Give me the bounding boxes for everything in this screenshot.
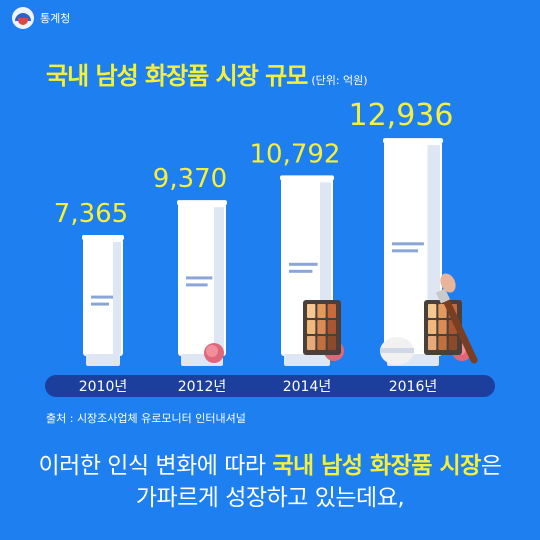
logo: 통계청 bbox=[12, 7, 70, 29]
bottom-caption: 이러한 인식 변화에 따라 국내 남성 화장품 시장은 가파르게 성장하고 있는… bbox=[0, 450, 540, 514]
logo-text: 통계청 bbox=[40, 12, 71, 25]
caption-line-1: 이러한 인식 변화에 따라 국내 남성 화장품 시장은 bbox=[0, 450, 540, 482]
tube-stripe bbox=[392, 242, 424, 246]
caption-line-2: 가파르게 성장하고 있는데요, bbox=[135, 485, 405, 511]
tube-stripe bbox=[289, 269, 313, 273]
caption-text-end: 은 bbox=[480, 453, 502, 479]
tube-shade bbox=[320, 182, 331, 354]
eyeshadow-palette-icon bbox=[303, 300, 341, 355]
tube-crimp bbox=[383, 138, 443, 144]
tube-bar bbox=[82, 234, 124, 366]
category-label: 2010년 bbox=[79, 379, 128, 395]
tube-stripe bbox=[91, 295, 113, 299]
category-label: 2014년 bbox=[283, 379, 332, 395]
tube-stripe bbox=[289, 262, 318, 266]
tube-bar bbox=[177, 200, 227, 366]
makeup-brush-icon bbox=[435, 273, 478, 364]
chart-unit: (단위: 억원) bbox=[311, 74, 368, 87]
tube-stripe bbox=[392, 249, 419, 253]
government-emblem-icon bbox=[12, 7, 34, 29]
caption-text: 이러한 인식 변화에 따라 bbox=[38, 453, 273, 479]
tube-stripe bbox=[186, 276, 213, 280]
tube-stripe bbox=[91, 302, 109, 306]
tube-shade bbox=[214, 207, 224, 354]
tube-cap bbox=[86, 354, 120, 366]
chart-title: 국내 남성 화장품 시장 규모 (단위: 억원) bbox=[46, 56, 368, 91]
source-note: 출처 : 시장조사업체 유로모니터 인터내셔널 bbox=[46, 412, 246, 425]
value-label: 7,365 bbox=[54, 199, 128, 229]
tube-crimp bbox=[177, 200, 227, 206]
tube-crimp bbox=[280, 175, 334, 181]
tube-crimp bbox=[82, 234, 124, 240]
value-label: 10,792 bbox=[250, 139, 341, 169]
compact-powder-icon bbox=[204, 343, 224, 363]
tube-stripe bbox=[186, 283, 208, 287]
x-axis-band bbox=[45, 375, 495, 397]
powder-puff-icon bbox=[380, 337, 414, 365]
tube-cap bbox=[284, 354, 330, 366]
caption-highlight: 국내 남성 화장품 시장 bbox=[272, 453, 481, 479]
value-label: 12,936 bbox=[349, 98, 454, 133]
category-label: 2012년 bbox=[178, 379, 227, 395]
value-label: 9,370 bbox=[153, 164, 227, 194]
category-label: 2016년 bbox=[389, 379, 438, 395]
tube-shade bbox=[113, 241, 121, 354]
chart-title-main: 국내 남성 화장품 시장 규모 bbox=[46, 62, 308, 90]
